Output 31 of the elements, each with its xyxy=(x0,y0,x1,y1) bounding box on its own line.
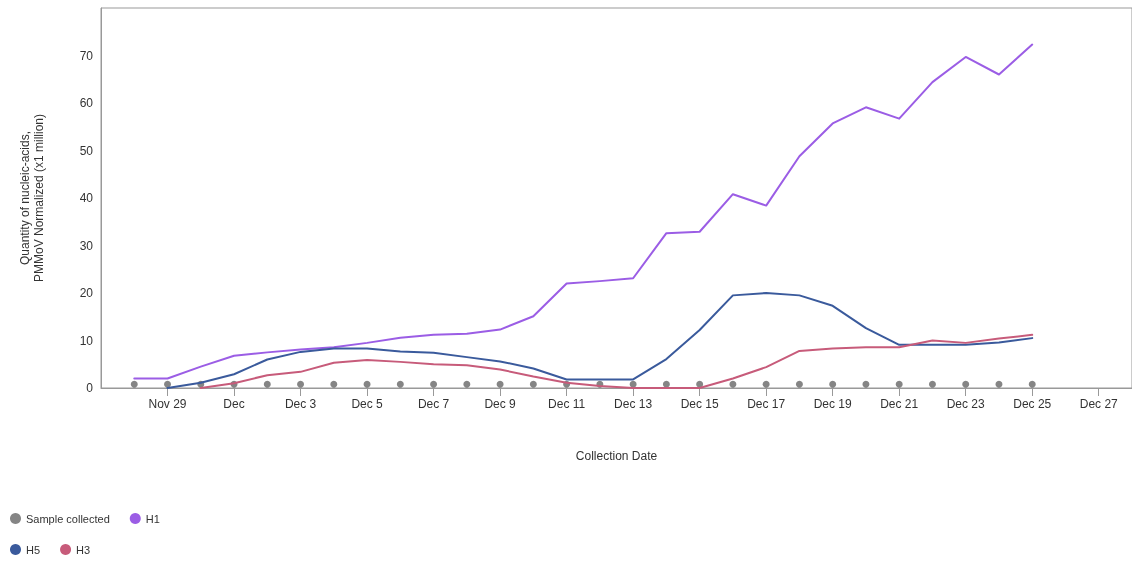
x-tick-label: Dec 21 xyxy=(880,397,919,411)
line-series xyxy=(166,292,1034,389)
y-tick-label: 70 xyxy=(79,48,94,63)
x-tick-label: Dec 3 xyxy=(284,397,317,411)
line-series xyxy=(199,333,1034,389)
x-tick-label: Dec 13 xyxy=(614,397,653,411)
x-axis-title: Collection Date xyxy=(575,449,658,463)
x-tick-label: Dec 23 xyxy=(946,397,986,411)
x-tick-label: Dec 7 xyxy=(417,397,450,411)
legend-label: H3 xyxy=(76,543,91,556)
y-tick-label: 50 xyxy=(79,143,94,158)
x-tick-label: Dec 9 xyxy=(484,397,517,411)
x-tick-label: Dec 19 xyxy=(813,397,853,411)
x-tick-label: Dec 11 xyxy=(548,397,586,411)
x-tick-label: Dec 17 xyxy=(747,397,786,411)
x-tick-label: Nov 29 xyxy=(148,397,187,411)
y-tick-label: 10 xyxy=(79,333,94,348)
x-tick-label: Dec 25 xyxy=(1013,397,1052,411)
legend-label: Sample collected xyxy=(26,512,110,525)
y-tick-label: 40 xyxy=(79,191,94,205)
legend-label: H5 xyxy=(26,543,41,556)
y-tick-label: 60 xyxy=(79,96,94,110)
x-tick-label: Dec 5 xyxy=(351,397,384,411)
legend-label: H1 xyxy=(145,512,160,525)
x-tick-label: Dec 27 xyxy=(1079,397,1119,411)
y-tick-label: 0 xyxy=(86,381,94,395)
y-tick-label: 30 xyxy=(79,238,94,253)
x-tick-label: Dec xyxy=(223,397,245,411)
x-tick-label: Dec 15 xyxy=(680,397,719,411)
y-tick-label: 20 xyxy=(79,286,94,300)
y-axis-title: Quantity of nucleic-acids, PMMoV Normalized (x1 million) xyxy=(18,113,46,283)
